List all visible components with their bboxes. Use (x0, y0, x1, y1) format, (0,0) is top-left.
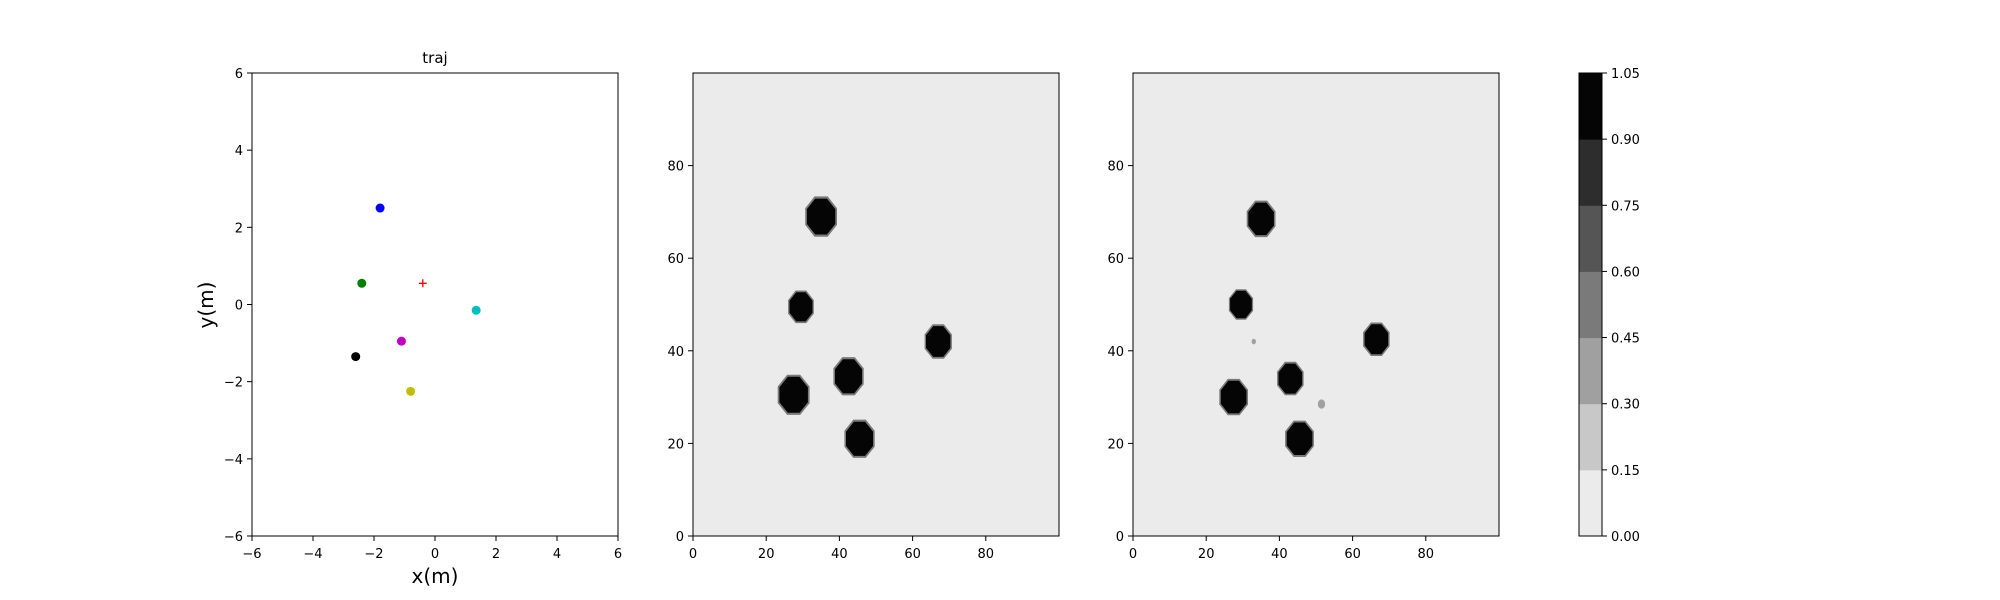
x-tick-label: 60 (904, 547, 921, 562)
scatter-point (351, 352, 361, 362)
occupancy-map-ground-truth: 0 20 40 60 80 0 20 40 60 80 (667, 72, 1060, 562)
x-tick-label: 20 (1198, 547, 1215, 562)
plot-area-frame (692, 72, 1060, 537)
colorbar-band (1579, 73, 1602, 140)
y-tick-label: 0 (676, 530, 684, 545)
scatter-point (375, 203, 385, 213)
heatmap-blobs (1219, 200, 1390, 457)
occupancy-map-predicted: 0 20 40 60 80 0 20 40 60 80 (1107, 72, 1500, 562)
occupancy-blob (1277, 361, 1304, 396)
scatter-point (471, 305, 481, 315)
occupancy-blob (1317, 399, 1326, 409)
colorbar-tick-label: 0.45 (1611, 332, 1640, 347)
colorbar-band (1579, 271, 1602, 339)
colorbar-ticks: 0.00 0.15 0.30 0.45 0.60 0.75 0.90 1.05 (1602, 67, 1640, 545)
colorbar-frame (1578, 72, 1603, 537)
y-tick-label: 60 (1107, 252, 1124, 267)
x-tick-label: 4 (553, 547, 561, 562)
colorbar-band (1579, 205, 1602, 272)
y-tick-label: 80 (1107, 160, 1124, 175)
trajectory-scatter-plot: traj −6 −4 −2 0 2 4 6 −6 −4 −2 0 2 4 6 x(m) y(m) (194, 49, 622, 588)
colorbar-band (1579, 139, 1602, 206)
heatmap-blobs (777, 196, 952, 458)
colorbar-tick-label: 0.30 (1611, 398, 1640, 413)
x-tick-label: −4 (303, 547, 322, 562)
colorbar-tick-label: 1.05 (1611, 67, 1640, 82)
colorbar-tick-label: 0.00 (1611, 530, 1640, 545)
x-tick-label: 0 (431, 547, 439, 562)
y-tick-label: −6 (224, 530, 243, 545)
axes: 0 20 40 60 80 0 20 40 60 80 (1107, 160, 1434, 562)
y-tick-label: 2 (235, 221, 243, 236)
y-tick-label: 80 (667, 160, 684, 175)
x-tick-label: −2 (364, 547, 383, 562)
x-tick-label: 60 (1344, 547, 1361, 562)
scatter-point (357, 278, 367, 288)
y-tick-label: 60 (667, 252, 684, 267)
scatter-point-plus (418, 279, 427, 288)
occupancy-blob (1228, 289, 1254, 320)
occupancy-blob (777, 374, 810, 415)
colorbar: 0.00 0.15 0.30 0.45 0.60 0.75 0.90 1.05 (1578, 67, 1640, 545)
x-tick-label: 0 (1129, 547, 1137, 562)
x-tick-label: 40 (831, 547, 848, 562)
heatmap-background (693, 73, 1059, 536)
occupancy-blob (1363, 322, 1390, 356)
y-tick-label: 0 (235, 299, 243, 314)
occupancy-blob (833, 357, 864, 396)
x-axis-label: x(m) (412, 564, 459, 588)
y-tick-label: −2 (224, 376, 243, 391)
colorbar-tick-label: 0.60 (1611, 265, 1640, 280)
occupancy-blob (1251, 338, 1256, 345)
heatmap-background (1133, 73, 1499, 536)
x-tick-label: 20 (758, 547, 775, 562)
y-tick-label: 40 (667, 345, 684, 360)
scatter-points (351, 203, 481, 396)
x-tick-label: 80 (978, 547, 995, 562)
occupancy-blob (1285, 420, 1314, 457)
occupancy-blob (1219, 378, 1248, 416)
plot-area-frame (1132, 72, 1500, 537)
colorbar-tick-label: 0.15 (1611, 464, 1640, 479)
colorbar-band (1579, 469, 1602, 537)
x-tick-label: 6 (614, 547, 622, 562)
colorbar-band (1579, 403, 1602, 471)
colorbar-band (1579, 337, 1602, 405)
scatter-point (396, 336, 406, 346)
y-tick-label: 40 (1107, 345, 1124, 360)
y-tick-label: 4 (235, 144, 243, 159)
colorbar-bands (1579, 73, 1602, 537)
occupancy-blob (844, 419, 875, 458)
axes: −6 −4 −2 0 2 4 6 −6 −4 −2 0 2 4 6 (224, 67, 622, 562)
y-tick-label: 20 (667, 437, 684, 452)
y-tick-label: 20 (1107, 437, 1124, 452)
colorbar-tick-label: 0.90 (1611, 133, 1640, 148)
y-tick-label: 6 (235, 67, 243, 82)
occupancy-blob (924, 324, 952, 359)
x-tick-label: 2 (492, 547, 500, 562)
x-tick-label: 40 (1271, 547, 1288, 562)
x-tick-label: 80 (1418, 547, 1435, 562)
occupancy-blob (1246, 200, 1276, 238)
axes: 0 20 40 60 80 0 20 40 60 80 (667, 160, 994, 562)
occupancy-blob (788, 290, 814, 324)
occupancy-blob (805, 196, 837, 237)
y-tick-label: 0 (1116, 530, 1124, 545)
chart-title: traj (422, 49, 447, 67)
colorbar-tick-label: 0.75 (1611, 199, 1640, 214)
x-tick-label: 0 (689, 547, 697, 562)
plot-area-frame (251, 72, 619, 537)
x-tick-label: −6 (242, 547, 261, 562)
scatter-point (406, 386, 416, 396)
y-axis-label: y(m) (194, 282, 218, 329)
y-tick-label: −4 (224, 453, 243, 468)
